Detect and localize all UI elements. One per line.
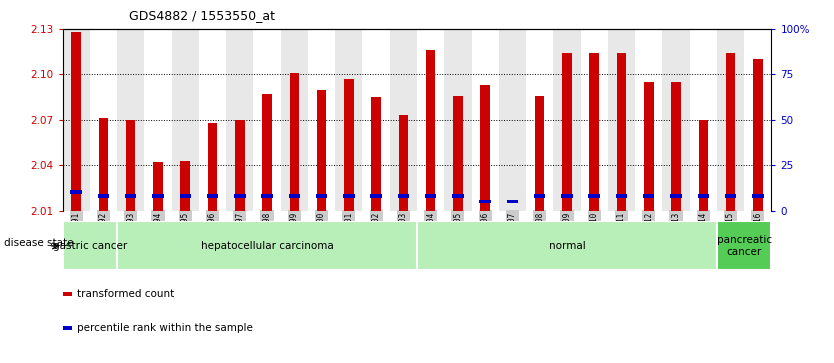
- Bar: [398, 194, 409, 198]
- Bar: [281, 29, 308, 211]
- Bar: [344, 79, 354, 211]
- Bar: [153, 162, 163, 211]
- Bar: [371, 97, 381, 211]
- Bar: [562, 53, 572, 211]
- Bar: [615, 194, 627, 198]
- Bar: [235, 120, 244, 211]
- Bar: [254, 29, 281, 211]
- Bar: [480, 200, 491, 203]
- Bar: [662, 29, 690, 211]
- Text: percentile rank within the sample: percentile rank within the sample: [77, 323, 253, 333]
- Bar: [616, 53, 626, 211]
- Bar: [561, 194, 573, 198]
- Bar: [72, 32, 81, 211]
- Bar: [389, 29, 417, 211]
- Bar: [63, 29, 90, 211]
- Text: pancreatic
cancer: pancreatic cancer: [716, 235, 771, 257]
- Bar: [126, 120, 135, 211]
- Bar: [589, 194, 600, 198]
- Bar: [117, 221, 417, 270]
- Bar: [317, 90, 326, 211]
- Bar: [70, 191, 82, 194]
- Bar: [370, 194, 382, 198]
- Bar: [98, 194, 109, 198]
- Bar: [671, 194, 681, 198]
- Bar: [699, 120, 708, 211]
- Bar: [643, 194, 655, 198]
- Bar: [636, 29, 662, 211]
- Bar: [198, 29, 226, 211]
- Bar: [480, 85, 490, 211]
- Bar: [144, 29, 172, 211]
- Text: GDS4882 / 1553550_at: GDS4882 / 1553550_at: [129, 9, 275, 22]
- Text: transformed count: transformed count: [77, 289, 174, 299]
- Bar: [262, 94, 272, 211]
- Bar: [63, 326, 72, 330]
- Bar: [343, 194, 354, 198]
- Bar: [98, 118, 108, 211]
- Bar: [717, 221, 771, 270]
- Bar: [261, 194, 273, 198]
- Bar: [697, 194, 709, 198]
- Bar: [690, 29, 717, 211]
- Bar: [534, 194, 545, 198]
- Bar: [90, 29, 117, 211]
- Bar: [671, 82, 681, 211]
- Bar: [507, 200, 518, 203]
- Bar: [172, 29, 198, 211]
- Bar: [226, 29, 254, 211]
- Bar: [417, 221, 717, 270]
- Bar: [425, 194, 436, 198]
- Bar: [453, 95, 463, 211]
- Bar: [553, 29, 580, 211]
- Bar: [744, 29, 771, 211]
- Text: gastric cancer: gastric cancer: [53, 241, 127, 251]
- Bar: [452, 194, 464, 198]
- Bar: [289, 194, 300, 198]
- Bar: [180, 160, 190, 211]
- Bar: [207, 194, 219, 198]
- Bar: [717, 29, 744, 211]
- Bar: [526, 29, 553, 211]
- Bar: [316, 194, 327, 198]
- Bar: [63, 221, 117, 270]
- Bar: [590, 53, 599, 211]
- Bar: [125, 194, 137, 198]
- Bar: [499, 29, 526, 211]
- Bar: [399, 115, 408, 211]
- Bar: [535, 95, 545, 211]
- Bar: [644, 82, 654, 211]
- Text: disease state: disease state: [4, 238, 73, 249]
- Bar: [153, 194, 163, 198]
- Bar: [726, 53, 736, 211]
- Bar: [752, 194, 764, 198]
- Bar: [608, 29, 636, 211]
- Bar: [363, 29, 389, 211]
- Bar: [580, 29, 608, 211]
- Bar: [208, 123, 218, 211]
- Bar: [417, 29, 445, 211]
- Text: hepatocellular carcinoma: hepatocellular carcinoma: [201, 241, 334, 251]
- Bar: [117, 29, 144, 211]
- Bar: [289, 73, 299, 211]
- Bar: [753, 59, 762, 211]
- Bar: [179, 194, 191, 198]
- Bar: [63, 292, 72, 296]
- Bar: [471, 29, 499, 211]
- Bar: [234, 194, 245, 198]
- Bar: [308, 29, 335, 211]
- Bar: [725, 194, 736, 198]
- Bar: [426, 50, 435, 211]
- Bar: [335, 29, 363, 211]
- Bar: [445, 29, 471, 211]
- Text: normal: normal: [549, 241, 585, 251]
